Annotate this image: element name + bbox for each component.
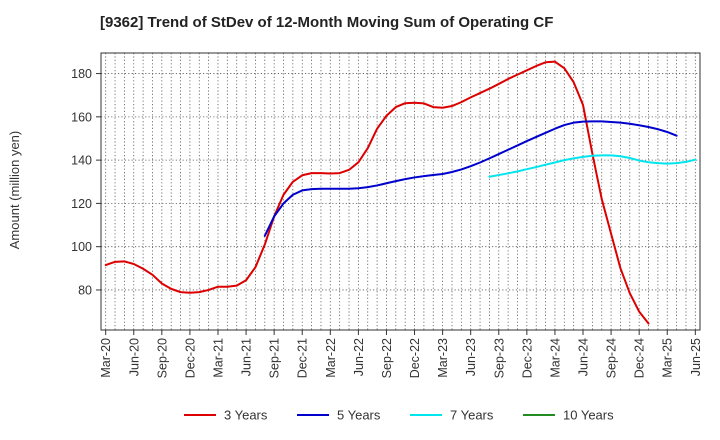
x-tick-label: Dec-24: [633, 338, 647, 378]
x-tick-label: Jun-24: [577, 338, 591, 376]
y-axis-title: Amount (million yen): [7, 131, 22, 250]
legend-label: 7 Years: [450, 408, 494, 423]
x-tick-label: Mar-20: [99, 338, 113, 378]
x-axis-ticks: Mar-20 Jun-20 Sep-20 Dec-20 Mar-21 Jun-21 Sep-…: [99, 330, 703, 378]
legend-label: 10 Years: [563, 408, 614, 423]
x-tick-label: Sep-22: [380, 338, 394, 378]
legend-item: 3 Years: [184, 408, 268, 423]
chart-title: [9362] Trend of StDev of 12-Month Moving…: [100, 14, 554, 31]
x-tick-label: Mar-23: [436, 338, 450, 378]
x-tick-label: Jun-25: [689, 338, 703, 376]
x-tick-label: Sep-20: [155, 338, 169, 378]
x-tick-label: Mar-24: [548, 338, 562, 378]
y-tick-label: 140: [71, 154, 92, 168]
x-tick-label: Sep-24: [605, 338, 619, 378]
x-tick-label: Sep-23: [492, 338, 506, 378]
x-tick-label: Jun-21: [240, 338, 254, 376]
x-tick-label: Dec-22: [408, 338, 422, 378]
legend: 3 Years 5 Years 7 Years 10 Years: [184, 408, 614, 423]
y-tick-label: 80: [78, 283, 92, 297]
x-tick-label: Jun-20: [127, 338, 141, 376]
y-tick-label: 180: [71, 67, 92, 81]
x-tick-label: Mar-22: [324, 338, 338, 378]
y-axis-ticks: 80 100 120 140 160 180: [71, 67, 101, 297]
legend-item: 5 Years: [297, 408, 381, 423]
series-line-5-years: [263, 120, 678, 237]
x-tick-label: Dec-23: [520, 338, 534, 378]
legend-label: 5 Years: [337, 408, 381, 423]
grid-lines: [101, 53, 700, 330]
x-tick-label: Mar-21: [211, 338, 225, 378]
x-tick-label: Jun-23: [464, 338, 478, 376]
plot-area: [100, 52, 701, 331]
x-tick-label: Dec-21: [296, 338, 310, 378]
y-tick-label: 160: [71, 110, 92, 124]
legend-item: 7 Years: [410, 408, 494, 423]
series-line-3-years: [104, 60, 650, 325]
x-tick-label: Jun-22: [352, 338, 366, 376]
x-tick-label: Sep-21: [268, 338, 282, 378]
legend-label: 3 Years: [224, 408, 268, 423]
series-lines: [104, 60, 697, 325]
series-line-7-years: [488, 154, 697, 178]
x-tick-label: Dec-20: [183, 338, 197, 378]
y-tick-label: 100: [71, 240, 92, 254]
y-tick-label: 120: [71, 197, 92, 211]
legend-item: 10 Years: [523, 408, 614, 423]
x-tick-label: Mar-25: [661, 338, 675, 378]
